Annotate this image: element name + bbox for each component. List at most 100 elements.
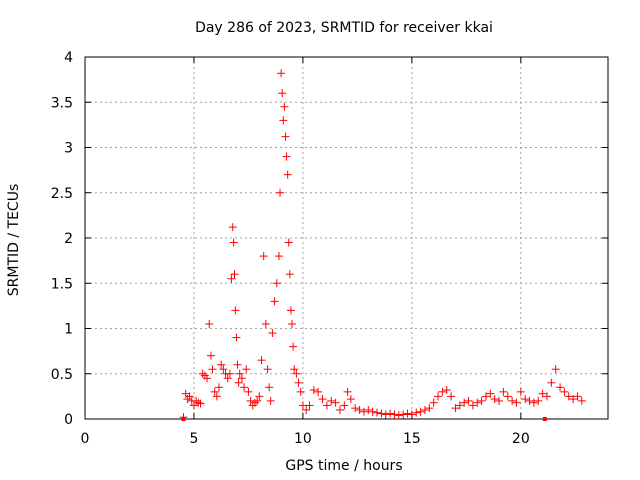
data-point: [481, 392, 490, 401]
data-point: [274, 252, 283, 261]
data-point: [394, 411, 403, 420]
data-point: [521, 395, 530, 404]
data-point: [290, 365, 299, 374]
data-point: [281, 132, 290, 141]
data-point: [416, 407, 425, 416]
data-point: [377, 409, 386, 418]
data-point: [242, 365, 251, 374]
data-point: [232, 333, 241, 342]
data-point: [490, 395, 499, 404]
y-axis-label: SRMTID / TECUs: [6, 184, 22, 297]
data-point: [542, 392, 551, 401]
data-point: [390, 410, 399, 419]
data-point: [206, 351, 215, 360]
data-point: [212, 392, 221, 401]
data-point: [343, 387, 352, 396]
data-point: [314, 387, 323, 396]
data-point: [368, 407, 377, 416]
data-point: [244, 387, 253, 396]
data-point: [240, 383, 249, 392]
data-point: [278, 89, 287, 98]
data-point: [335, 405, 344, 414]
data-point: [228, 223, 237, 232]
data-point: [429, 398, 438, 407]
data-point-square: [181, 417, 186, 421]
data-point: [451, 404, 460, 413]
data-point: [185, 392, 194, 401]
data-point: [284, 238, 293, 247]
data-point: [286, 306, 295, 315]
data-point: [442, 386, 451, 395]
y-tick-label: 0: [64, 412, 73, 428]
x-tick-label: 5: [189, 431, 198, 447]
data-point: [407, 410, 416, 419]
data-point: [305, 401, 314, 410]
data-point: [477, 396, 486, 405]
data-point: [270, 297, 279, 306]
data-point: [233, 360, 242, 369]
data-point: [285, 270, 294, 279]
data-point: [460, 398, 469, 407]
data-point: [237, 374, 246, 383]
data-point: [255, 392, 264, 401]
data-point: [434, 392, 443, 401]
data-point: [455, 401, 464, 410]
data-point: [538, 389, 547, 398]
data-point: [210, 387, 219, 396]
data-point: [289, 342, 298, 351]
data-point: [373, 408, 382, 417]
data-point: [225, 369, 234, 378]
data-point: [331, 398, 340, 407]
y-tick-label: 1.5: [51, 276, 73, 292]
data-point: [503, 392, 512, 401]
data-point: [473, 398, 482, 407]
data-point: [468, 401, 477, 410]
data-point: [265, 383, 274, 392]
y-tick-label: 3.5: [51, 95, 73, 111]
data-point: [560, 387, 569, 396]
data-point: [355, 405, 364, 414]
data-point: [277, 69, 286, 78]
data-point: [529, 398, 538, 407]
data-point: [381, 410, 390, 419]
data-point: [302, 405, 311, 414]
data-points: [179, 69, 586, 422]
data-point: [279, 116, 288, 125]
data-point: [569, 395, 578, 404]
data-point: [534, 396, 543, 405]
data-point: [322, 401, 331, 410]
data-point: [495, 396, 504, 405]
y-tick-label: 2: [64, 231, 73, 247]
data-point: [577, 396, 586, 405]
data-point: [231, 306, 240, 315]
data-point: [283, 170, 292, 179]
data-point: [217, 360, 226, 369]
data-point: [261, 319, 270, 328]
data-point: [223, 374, 232, 383]
data-point: [280, 102, 289, 111]
data-point-square: [542, 417, 547, 421]
data-point: [364, 405, 373, 414]
y-tick-label: 1: [64, 322, 73, 338]
data-point: [556, 383, 565, 392]
data-point: [234, 378, 243, 387]
data-point: [296, 387, 305, 396]
data-point: [564, 392, 573, 401]
data-point: [438, 387, 447, 396]
data-point: [508, 396, 517, 405]
data-point: [359, 407, 368, 416]
data-point: [499, 387, 508, 396]
data-point: [327, 396, 336, 405]
y-tick-label: 0.5: [51, 367, 73, 383]
data-point: [268, 329, 277, 338]
data-point: [259, 252, 268, 261]
data-point: [425, 404, 434, 413]
x-tick-label: 20: [512, 431, 530, 447]
data-point: [351, 404, 360, 413]
data-point: [420, 405, 429, 414]
data-point: [386, 409, 395, 418]
data-point: [266, 396, 275, 405]
data-point: [288, 319, 297, 328]
data-point: [309, 386, 318, 395]
